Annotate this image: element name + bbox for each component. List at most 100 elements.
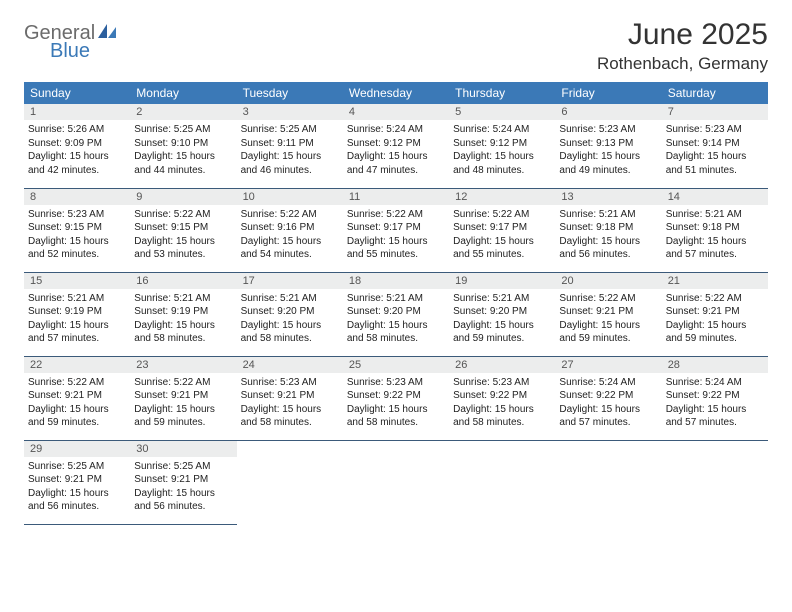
day-text: Sunrise: 5:23 AMSunset: 9:21 PMDaylight:… <box>237 373 343 434</box>
month-title: June 2025 <box>597 18 768 52</box>
calendar-cell: 4Sunrise: 5:24 AMSunset: 9:12 PMDaylight… <box>343 104 449 188</box>
day-text: Sunrise: 5:25 AMSunset: 9:21 PMDaylight:… <box>24 457 130 518</box>
calendar-cell: 14Sunrise: 5:21 AMSunset: 9:18 PMDayligh… <box>662 188 768 272</box>
day-number: 9 <box>130 189 236 205</box>
calendar-cell <box>237 440 343 524</box>
day-number: 4 <box>343 104 449 120</box>
calendar-table: Sunday Monday Tuesday Wednesday Thursday… <box>24 82 768 525</box>
calendar-cell: 12Sunrise: 5:22 AMSunset: 9:17 PMDayligh… <box>449 188 555 272</box>
day-number: 11 <box>343 189 449 205</box>
calendar-cell: 15Sunrise: 5:21 AMSunset: 9:19 PMDayligh… <box>24 272 130 356</box>
weekday-header: Wednesday <box>343 82 449 104</box>
day-number: 20 <box>555 273 661 289</box>
calendar-cell: 10Sunrise: 5:22 AMSunset: 9:16 PMDayligh… <box>237 188 343 272</box>
calendar-cell: 29Sunrise: 5:25 AMSunset: 9:21 PMDayligh… <box>24 440 130 524</box>
calendar-cell: 28Sunrise: 5:24 AMSunset: 9:22 PMDayligh… <box>662 356 768 440</box>
calendar-cell: 23Sunrise: 5:22 AMSunset: 9:21 PMDayligh… <box>130 356 236 440</box>
day-number: 28 <box>662 357 768 373</box>
day-text: Sunrise: 5:22 AMSunset: 9:15 PMDaylight:… <box>130 205 236 266</box>
day-text: Sunrise: 5:22 AMSunset: 9:21 PMDaylight:… <box>24 373 130 434</box>
day-text: Sunrise: 5:23 AMSunset: 9:14 PMDaylight:… <box>662 120 768 181</box>
calendar-row: 15Sunrise: 5:21 AMSunset: 9:19 PMDayligh… <box>24 272 768 356</box>
day-number: 29 <box>24 441 130 457</box>
location: Rothenbach, Germany <box>597 54 768 74</box>
day-number: 26 <box>449 357 555 373</box>
day-number: 7 <box>662 104 768 120</box>
day-text: Sunrise: 5:23 AMSunset: 9:22 PMDaylight:… <box>343 373 449 434</box>
day-number: 1 <box>24 104 130 120</box>
day-text: Sunrise: 5:22 AMSunset: 9:21 PMDaylight:… <box>130 373 236 434</box>
calendar-cell: 26Sunrise: 5:23 AMSunset: 9:22 PMDayligh… <box>449 356 555 440</box>
day-number: 17 <box>237 273 343 289</box>
logo-text-blue: Blue <box>50 40 90 63</box>
day-text: Sunrise: 5:26 AMSunset: 9:09 PMDaylight:… <box>24 120 130 181</box>
day-text: Sunrise: 5:24 AMSunset: 9:22 PMDaylight:… <box>662 373 768 434</box>
day-text: Sunrise: 5:25 AMSunset: 9:11 PMDaylight:… <box>237 120 343 181</box>
day-number: 10 <box>237 189 343 205</box>
weekday-header: Thursday <box>449 82 555 104</box>
day-text: Sunrise: 5:21 AMSunset: 9:20 PMDaylight:… <box>237 289 343 350</box>
day-number: 15 <box>24 273 130 289</box>
calendar-cell: 9Sunrise: 5:22 AMSunset: 9:15 PMDaylight… <box>130 188 236 272</box>
day-number: 24 <box>237 357 343 373</box>
calendar-cell: 24Sunrise: 5:23 AMSunset: 9:21 PMDayligh… <box>237 356 343 440</box>
day-number: 21 <box>662 273 768 289</box>
day-text: Sunrise: 5:21 AMSunset: 9:18 PMDaylight:… <box>662 205 768 266</box>
day-text: Sunrise: 5:25 AMSunset: 9:10 PMDaylight:… <box>130 120 236 181</box>
calendar-cell: 17Sunrise: 5:21 AMSunset: 9:20 PMDayligh… <box>237 272 343 356</box>
logo: General Blue <box>24 18 118 45</box>
calendar-cell: 20Sunrise: 5:22 AMSunset: 9:21 PMDayligh… <box>555 272 661 356</box>
calendar-cell: 25Sunrise: 5:23 AMSunset: 9:22 PMDayligh… <box>343 356 449 440</box>
calendar-row: 8Sunrise: 5:23 AMSunset: 9:15 PMDaylight… <box>24 188 768 272</box>
calendar-page: General Blue June 2025 Rothenbach, Germa… <box>0 0 792 543</box>
day-text: Sunrise: 5:21 AMSunset: 9:20 PMDaylight:… <box>343 289 449 350</box>
calendar-cell: 19Sunrise: 5:21 AMSunset: 9:20 PMDayligh… <box>449 272 555 356</box>
day-number: 22 <box>24 357 130 373</box>
calendar-cell <box>449 440 555 524</box>
calendar-cell: 3Sunrise: 5:25 AMSunset: 9:11 PMDaylight… <box>237 104 343 188</box>
day-text: Sunrise: 5:25 AMSunset: 9:21 PMDaylight:… <box>130 457 236 518</box>
calendar-cell: 30Sunrise: 5:25 AMSunset: 9:21 PMDayligh… <box>130 440 236 524</box>
day-number: 16 <box>130 273 236 289</box>
weekday-header: Saturday <box>662 82 768 104</box>
calendar-row: 29Sunrise: 5:25 AMSunset: 9:21 PMDayligh… <box>24 440 768 524</box>
day-number: 2 <box>130 104 236 120</box>
day-number: 6 <box>555 104 661 120</box>
calendar-cell: 6Sunrise: 5:23 AMSunset: 9:13 PMDaylight… <box>555 104 661 188</box>
weekday-header-row: Sunday Monday Tuesday Wednesday Thursday… <box>24 82 768 104</box>
calendar-cell: 11Sunrise: 5:22 AMSunset: 9:17 PMDayligh… <box>343 188 449 272</box>
weekday-header: Tuesday <box>237 82 343 104</box>
day-text: Sunrise: 5:22 AMSunset: 9:16 PMDaylight:… <box>237 205 343 266</box>
day-text: Sunrise: 5:24 AMSunset: 9:12 PMDaylight:… <box>343 120 449 181</box>
day-text: Sunrise: 5:21 AMSunset: 9:18 PMDaylight:… <box>555 205 661 266</box>
sail-icon <box>98 24 116 38</box>
calendar-cell: 27Sunrise: 5:24 AMSunset: 9:22 PMDayligh… <box>555 356 661 440</box>
calendar-cell: 18Sunrise: 5:21 AMSunset: 9:20 PMDayligh… <box>343 272 449 356</box>
day-number: 23 <box>130 357 236 373</box>
day-number: 5 <box>449 104 555 120</box>
calendar-cell: 1Sunrise: 5:26 AMSunset: 9:09 PMDaylight… <box>24 104 130 188</box>
calendar-cell <box>662 440 768 524</box>
day-number: 14 <box>662 189 768 205</box>
calendar-cell: 2Sunrise: 5:25 AMSunset: 9:10 PMDaylight… <box>130 104 236 188</box>
calendar-cell: 13Sunrise: 5:21 AMSunset: 9:18 PMDayligh… <box>555 188 661 272</box>
day-number: 13 <box>555 189 661 205</box>
calendar-cell: 7Sunrise: 5:23 AMSunset: 9:14 PMDaylight… <box>662 104 768 188</box>
day-number: 8 <box>24 189 130 205</box>
header: General Blue June 2025 Rothenbach, Germa… <box>24 18 768 74</box>
day-number: 19 <box>449 273 555 289</box>
day-number: 27 <box>555 357 661 373</box>
weekday-header: Monday <box>130 82 236 104</box>
day-text: Sunrise: 5:22 AMSunset: 9:17 PMDaylight:… <box>449 205 555 266</box>
day-text: Sunrise: 5:24 AMSunset: 9:12 PMDaylight:… <box>449 120 555 181</box>
day-number: 3 <box>237 104 343 120</box>
day-text: Sunrise: 5:22 AMSunset: 9:21 PMDaylight:… <box>662 289 768 350</box>
day-text: Sunrise: 5:21 AMSunset: 9:19 PMDaylight:… <box>24 289 130 350</box>
day-text: Sunrise: 5:23 AMSunset: 9:15 PMDaylight:… <box>24 205 130 266</box>
weekday-header: Friday <box>555 82 661 104</box>
calendar-cell <box>555 440 661 524</box>
title-block: June 2025 Rothenbach, Germany <box>597 18 768 74</box>
day-number: 30 <box>130 441 236 457</box>
calendar-body: 1Sunrise: 5:26 AMSunset: 9:09 PMDaylight… <box>24 104 768 524</box>
day-number: 12 <box>449 189 555 205</box>
